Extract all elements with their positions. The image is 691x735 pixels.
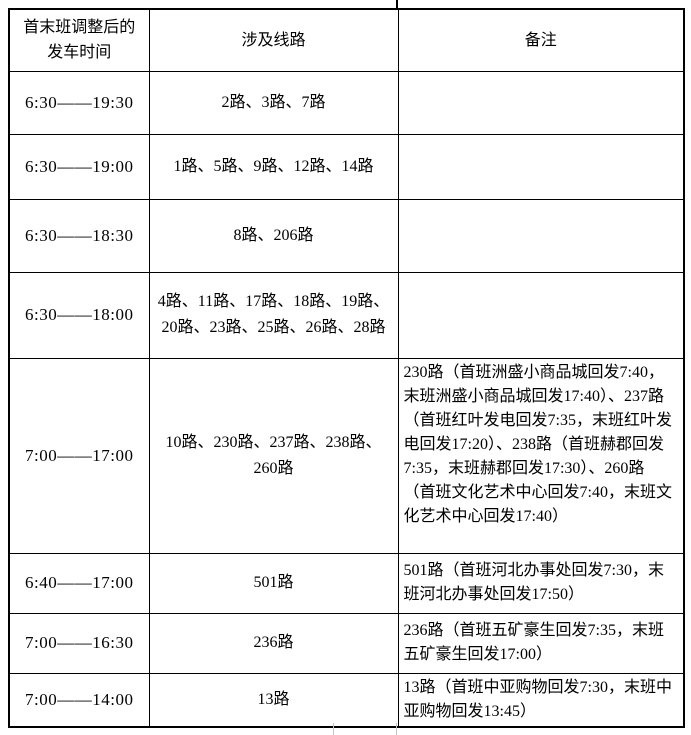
- header-routes: 涉及线路: [148, 8, 399, 72]
- routes-cell: 8路、206路: [148, 198, 399, 273]
- note-cell: [397, 198, 685, 273]
- gridline-stub-bottom-right: [396, 723, 397, 735]
- time-cell: 6:30——18:30: [8, 198, 150, 273]
- note-cell: [397, 271, 685, 359]
- time-cell: 6:30——19:30: [8, 70, 150, 135]
- routes-cell: 236路: [148, 612, 399, 674]
- gridline-stub-bottom-left: [333, 723, 334, 735]
- routes-cell: 13路: [148, 672, 399, 727]
- header-departure-time: 首末班调整后的发车时间: [8, 8, 150, 72]
- routes-cell: 501路: [148, 552, 399, 614]
- note-cell: 236路（首班五矿豪生回发7:35，末班五矿豪生回发17:00）: [397, 612, 685, 674]
- table-row: 6:30——18:30 8路、206路: [8, 198, 685, 273]
- note-cell: [397, 70, 685, 135]
- table-row: 6:30——19:30 2路、3路、7路: [8, 70, 685, 135]
- header-row: 首末班调整后的发车时间 涉及线路 备注: [8, 8, 685, 72]
- gridline-stub-top: [396, 0, 398, 10]
- table-row: 7:00——16:30 236路 236路（首班五矿豪生回发7:35，末班五矿豪…: [8, 612, 685, 674]
- time-cell: 7:00——14:00: [8, 672, 150, 727]
- note-cell: 13路（首班中亚购物回发7:30，末班中亚购物回发13:45）: [397, 672, 685, 727]
- header-notes: 备注: [397, 8, 685, 72]
- table-row: 6:30——18:00 4路、11路、17路、18路、19路、20路、23路、2…: [8, 271, 685, 359]
- table-row: 6:30——19:00 1路、5路、9路、12路、14路: [8, 133, 685, 200]
- routes-cell: 4路、11路、17路、18路、19路、20路、23路、25路、26路、28路: [148, 271, 399, 359]
- note-cell: 230路（首班洲盛小商品城回发7:40，末班洲盛小商品城回发17:40）、237…: [397, 357, 685, 554]
- time-cell: 6:40——17:00: [8, 552, 150, 614]
- note-cell: 501路（首班河北办事处回发7:30，末班河北办事处回发17:50）: [397, 552, 685, 614]
- time-cell: 7:00——16:30: [8, 612, 150, 674]
- note-cell: [397, 133, 685, 200]
- routes-cell: 2路、3路、7路: [148, 70, 399, 135]
- table-row: 6:40——17:00 501路 501路（首班河北办事处回发7:30，末班河北…: [8, 552, 685, 614]
- time-cell: 6:30——19:00: [8, 133, 150, 200]
- routes-cell: 10路、230路、237路、238路、260路: [148, 357, 399, 554]
- time-cell: 6:30——18:00: [8, 271, 150, 359]
- bus-schedule-table: 首末班调整后的发车时间 涉及线路 备注 6:30——19:30 2路、3路、7路…: [8, 8, 685, 728]
- routes-cell: 1路、5路、9路、12路、14路: [148, 133, 399, 200]
- time-cell: 7:00——17:00: [8, 357, 150, 554]
- table-row: 7:00——14:00 13路 13路（首班中亚购物回发7:30，末班中亚购物回…: [8, 672, 685, 727]
- table-row: 7:00——17:00 10路、230路、237路、238路、260路 230路…: [8, 357, 685, 554]
